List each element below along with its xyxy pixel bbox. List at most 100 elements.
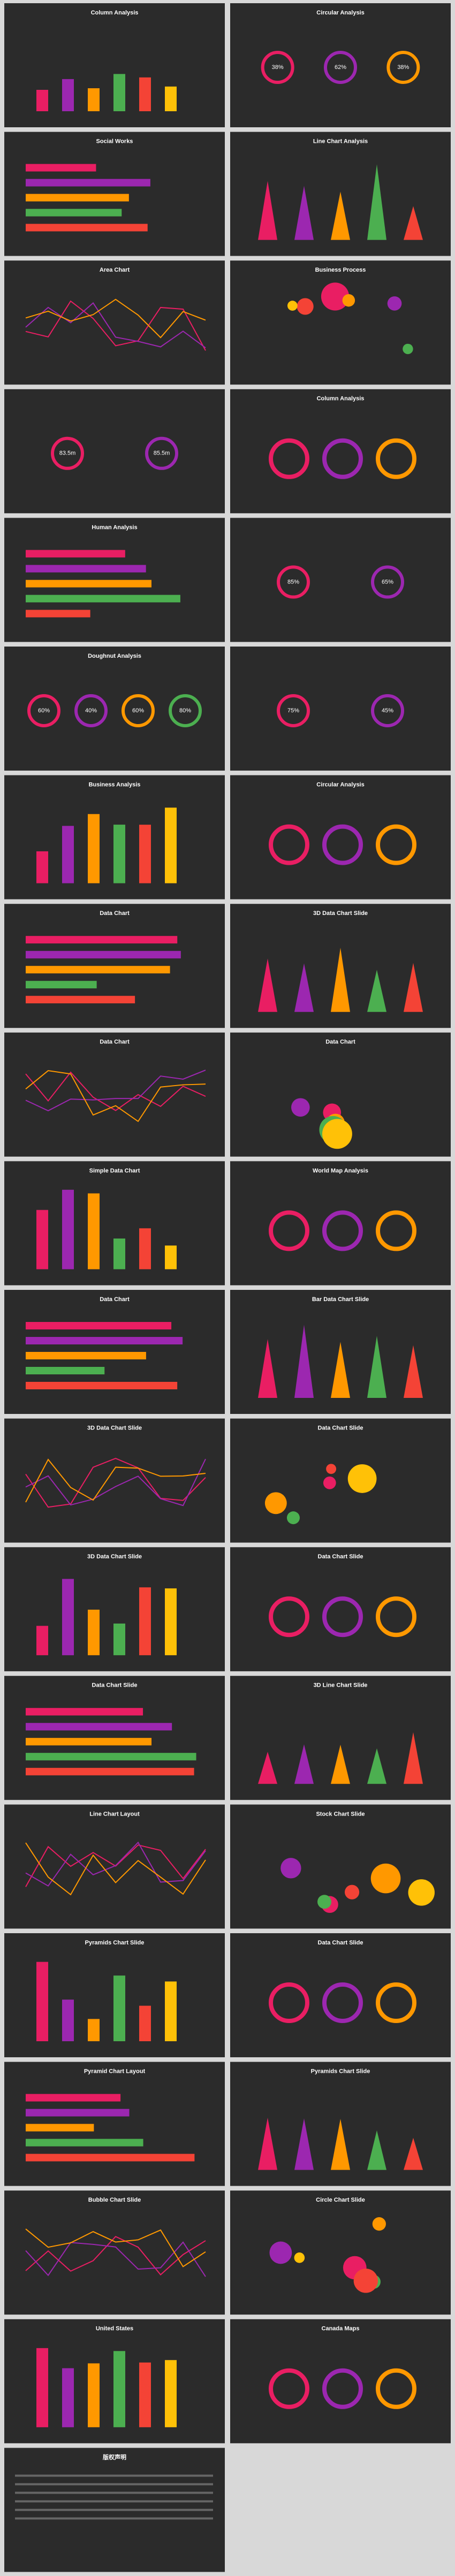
- slide: Column Analysis: [230, 389, 451, 513]
- slide-title: 版权声明: [103, 2453, 126, 2460]
- bubble-deco: [264, 1492, 287, 1514]
- bar-deco: [62, 826, 74, 883]
- text-line: [15, 2483, 213, 2486]
- bar-deco: [62, 1579, 74, 1656]
- figure-ring: [74, 694, 108, 727]
- slide: Data Chart Slide: [230, 1418, 451, 1543]
- hbar-deco: [26, 2124, 94, 2132]
- hbar-deco: [26, 1337, 183, 1344]
- slide-title: Pyramid Chart Layout: [84, 2069, 146, 2075]
- bar-deco: [165, 1981, 177, 2041]
- slide: United States: [4, 2319, 225, 2443]
- bar-deco: [88, 1193, 100, 1270]
- bar-deco: [165, 808, 177, 883]
- bar-deco: [113, 1975, 125, 2041]
- cone-deco: [404, 1732, 423, 1784]
- bar-deco: [113, 1623, 125, 1656]
- slide: Line Chart Layout: [4, 1804, 225, 1929]
- cone-deco: [258, 1751, 277, 1784]
- line-deco: [25, 300, 206, 351]
- bar-deco: [165, 2360, 177, 2427]
- slide: Circular Analysis: [230, 775, 451, 899]
- slide-title: Data Chart: [100, 910, 130, 917]
- cone-deco: [367, 164, 386, 240]
- ring-deco: [322, 2368, 363, 2409]
- cone-deco: [331, 1342, 350, 1398]
- bar-deco: [139, 77, 151, 111]
- slide-bg: [230, 1933, 451, 2057]
- slide: Bar Data Chart Slide: [230, 1290, 451, 1414]
- slide-title: Business Process: [315, 267, 366, 273]
- slide-bg: [4, 1032, 225, 1157]
- slide-bg: [230, 647, 451, 771]
- slide-title: 3D Data Chart Slide: [313, 910, 368, 917]
- slide: Area Chart: [4, 260, 225, 385]
- slide: 3D Line Chart Slide: [230, 1675, 451, 1800]
- slide: World Map Analysis: [230, 1161, 451, 1286]
- slide-bg: [230, 1804, 451, 1929]
- cone-deco: [331, 1744, 350, 1784]
- bar-deco: [62, 1189, 74, 1270]
- slide-bg: [230, 2190, 451, 2315]
- line-deco: [25, 1458, 206, 1506]
- slide-title: Column Analysis: [91, 10, 139, 16]
- slide-title: Data Chart Slide: [318, 1425, 363, 1432]
- hbar-deco: [26, 996, 135, 1004]
- ring-deco: [322, 824, 363, 865]
- slide-bg: [4, 647, 225, 771]
- bar-deco: [139, 1587, 151, 1656]
- slide-title: Area Chart: [100, 267, 130, 273]
- hbar-deco: [26, 1352, 146, 1359]
- bar-deco: [165, 86, 177, 111]
- bubble-deco: [321, 282, 350, 311]
- slide-title: Circular Analysis: [316, 10, 364, 16]
- figure-label: 60%: [132, 708, 144, 714]
- hbar-deco: [26, 966, 170, 974]
- slide: 3D Data Chart Slide: [230, 904, 451, 1028]
- hbar-deco: [26, 1723, 172, 1731]
- hbar-deco: [26, 565, 146, 573]
- slide-title: Bubble Chart Slide: [88, 2197, 141, 2203]
- slide-title: Simple Data Chart: [89, 1167, 140, 1174]
- slide: 3D Data Chart Slide: [4, 1418, 225, 1543]
- hbar-deco: [26, 209, 122, 217]
- figure-label: 40%: [85, 708, 97, 714]
- slide-bg: [230, 389, 451, 513]
- slide-title: Canada Maps: [322, 2326, 360, 2332]
- cone-deco: [331, 191, 350, 240]
- slide: Stock Chart Slide: [230, 1804, 451, 1929]
- ring-deco: [376, 2368, 416, 2409]
- bubble-deco: [403, 343, 413, 355]
- bubble-deco: [342, 294, 355, 307]
- bar-deco: [36, 2348, 48, 2427]
- hbar-deco: [26, 550, 125, 558]
- bubble-deco: [347, 1464, 377, 1493]
- figure-ring: [169, 694, 202, 727]
- bar-deco: [36, 1210, 48, 1270]
- cone-deco: [331, 948, 350, 1012]
- slide: 75% 45%: [230, 647, 451, 771]
- bar-deco: [113, 825, 125, 883]
- bubble-deco: [269, 2241, 292, 2264]
- slide: 85% 65%: [230, 518, 451, 642]
- hbar-deco: [26, 194, 129, 202]
- cone-deco: [258, 958, 277, 1012]
- line-deco: [25, 1457, 206, 1508]
- slide-title: World Map Analysis: [313, 1167, 368, 1174]
- bar-deco: [36, 1962, 48, 2041]
- ring-deco: [269, 438, 309, 479]
- line-deco: [25, 1841, 206, 1887]
- slide-title: Data Chart: [100, 1039, 130, 1045]
- slide-title: Line Chart Layout: [89, 1811, 140, 1817]
- figure-ring: [261, 51, 294, 84]
- ring-deco: [376, 1596, 416, 1637]
- slide: Data Chart Slide: [230, 1547, 451, 1672]
- cone-deco: [367, 1336, 386, 1398]
- bubble-deco: [372, 2217, 386, 2231]
- cone-deco: [294, 1325, 314, 1398]
- bubble-deco: [280, 1858, 301, 1879]
- hbar-deco: [26, 2109, 130, 2117]
- slide-title: Pyramids Chart Slide: [85, 1940, 145, 1946]
- bubble-deco: [286, 1511, 300, 1525]
